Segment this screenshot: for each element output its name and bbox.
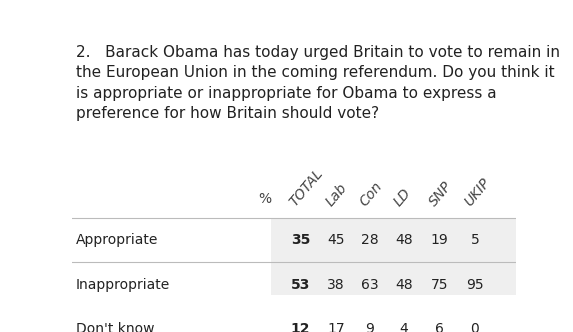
Text: Lab: Lab bbox=[323, 180, 350, 208]
Bar bbox=[272, 262, 516, 307]
Text: 38: 38 bbox=[327, 278, 345, 291]
Bar bbox=[272, 217, 516, 262]
Text: 5: 5 bbox=[470, 233, 479, 247]
Text: 48: 48 bbox=[395, 278, 413, 291]
Text: TOTAL: TOTAL bbox=[288, 166, 326, 208]
Text: 75: 75 bbox=[430, 278, 448, 291]
Text: 95: 95 bbox=[466, 278, 484, 291]
Text: 17: 17 bbox=[327, 322, 345, 332]
Text: 2.   Barack Obama has today urged Britain to vote to remain in
the European Unio: 2. Barack Obama has today urged Britain … bbox=[76, 45, 560, 121]
Text: Con: Con bbox=[357, 179, 385, 208]
Text: 4: 4 bbox=[399, 322, 408, 332]
Text: 35: 35 bbox=[291, 233, 310, 247]
Text: 53: 53 bbox=[291, 278, 310, 291]
Text: 63: 63 bbox=[361, 278, 379, 291]
Text: 9: 9 bbox=[366, 322, 375, 332]
Text: Appropriate: Appropriate bbox=[76, 233, 159, 247]
Text: LD: LD bbox=[391, 186, 413, 208]
Text: UKIP: UKIP bbox=[462, 175, 493, 208]
Text: 48: 48 bbox=[395, 233, 413, 247]
Text: 19: 19 bbox=[430, 233, 448, 247]
Bar bbox=[272, 307, 516, 332]
Text: %: % bbox=[258, 192, 272, 206]
Text: 12: 12 bbox=[291, 322, 310, 332]
Text: 0: 0 bbox=[470, 322, 479, 332]
Text: SNP: SNP bbox=[426, 179, 455, 208]
Text: 28: 28 bbox=[361, 233, 379, 247]
Text: Inappropriate: Inappropriate bbox=[76, 278, 170, 291]
Text: 45: 45 bbox=[327, 233, 344, 247]
Text: Don't know: Don't know bbox=[76, 322, 155, 332]
Text: 6: 6 bbox=[435, 322, 444, 332]
